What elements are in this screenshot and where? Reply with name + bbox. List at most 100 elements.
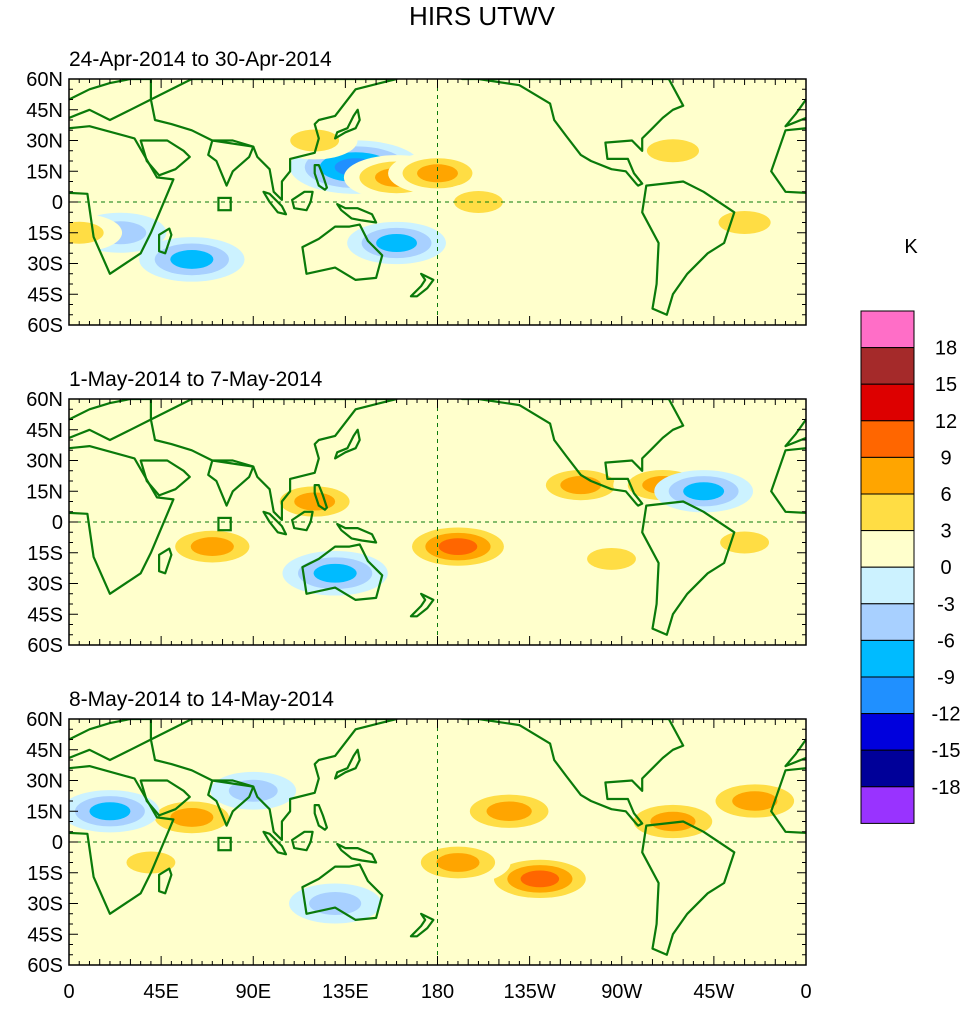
contour-level [190,537,234,557]
colorbar-tick-label: -15 [932,740,961,762]
coastlines [69,399,806,636]
y-tick-label: 15N [26,801,63,823]
anomaly-feature [388,152,487,195]
colorbar-box [860,676,915,715]
contour-level [587,547,636,570]
anomaly-feature [282,550,388,596]
panel-title: 8-May-2014 to 14-May-2014 [69,688,334,711]
y-tick-label: 60S [27,315,63,337]
colorbar: 18 15 12 9 6 3 0 -3 -6 -9 -12 -15 -18 K [860,236,961,824]
contour-level [718,210,771,235]
colorbar-box [860,603,915,641]
anomaly-feature [698,202,791,243]
coastlines [69,719,806,956]
x-tick-label: 0 [800,981,811,1003]
se-asia-outline [149,719,398,842]
anomaly-feature [480,854,600,904]
colorbar-tick-label: 6 [940,484,951,506]
colorbar-box [860,786,915,824]
anomaly-feature [69,790,160,833]
north-america-outline [461,399,685,507]
australia-outline [301,543,384,602]
madagascar-outline [158,547,173,575]
y-tick-label: 45N [26,100,63,122]
anomaly-feature [701,523,788,562]
africa-outline [69,125,175,275]
contour-level [294,492,336,511]
africa-outline [69,445,175,595]
x-tick-label: 135W [504,981,556,1003]
anomaly-feature [568,540,655,578]
map-panel-2: 60N 45N 30N 15N 0 15S 30S 45S 60S 1-May-2014 to 7… [26,368,807,657]
x-tick-label: 135E [322,981,369,1003]
colorbar-tick-label: -6 [937,630,955,652]
africa-outline [69,764,175,915]
anomaly-feature [405,840,511,885]
y-tick-label: 30N [26,131,63,153]
map-panel-3: 60N 45N 30N 15N 0 15S 30S 45S 60S 8-May-2014 to 1… [26,688,807,977]
arabia-outline [139,459,191,497]
map-panel-1: 60N 45N 30N 15N 0 15S 30S 45S 60S 24-Apr-2014 to … [26,48,807,337]
anomaly-feature [108,843,194,882]
japan-outline [334,748,361,780]
contour-level [309,891,362,916]
anomaly-feature [626,130,720,171]
colorbar-tick-label: 18 [935,338,957,360]
africa-outline-wrap [770,127,806,194]
contour-level [486,801,532,822]
colorbar-box [860,347,915,385]
africa-outline-wrap [770,767,806,834]
y-tick-label: 30S [27,894,63,916]
y-tick-label: 15S [27,863,63,885]
colorbar-tick-label: 9 [940,447,951,469]
contour-level [170,807,214,827]
japan-outline [334,428,361,460]
colorbar-tick-label: -9 [937,667,955,689]
colorbar-tick-label: 3 [940,521,951,543]
africa-outline-wrap [770,447,806,514]
x-tick-label: 180 [421,981,454,1003]
se-asia-outline [149,79,398,201]
y-tick-label: 15S [27,543,63,565]
anomaly-feature [265,480,365,523]
colorbar-units-label: K [904,236,918,258]
colorbar-box [860,713,915,751]
new-guinea-outline [336,203,378,224]
anomaly-feature [139,237,245,282]
contour-level [170,249,214,269]
anomaly-feature [159,524,265,569]
contour-level [436,853,480,872]
north-america-outline [461,79,685,187]
y-tick-label: 45S [27,284,63,306]
colorbar-tick-label: 0 [940,557,951,579]
panel-title: 24-Apr-2014 to 30-Apr-2014 [69,48,332,71]
x-tick-label: 90W [601,981,642,1003]
contour-level [417,164,458,183]
y-tick-label: 60N [26,709,63,731]
contour-level [683,482,725,501]
y-tick-label: 15S [27,223,63,245]
philippines-outline [313,803,328,831]
contour-level [520,870,560,888]
contour-level [650,811,696,832]
colorbar-box [860,749,915,788]
y-tick-label: 60N [26,389,63,411]
anomaly-feature [347,221,446,265]
colorbar-box [860,530,915,568]
madagascar-outline [158,867,173,895]
contour-level [732,791,778,811]
colorbar-tick-label: -18 [932,777,961,799]
nz-outline [409,272,435,298]
colorbar-box [860,420,915,458]
x-tick-label: 45W [693,981,734,1003]
y-tick-label: 15N [26,161,63,183]
australia-outline [301,223,384,281]
contour-level [126,851,176,874]
colorbar-tick-label: -3 [937,594,955,616]
map-panels: 60N 45N 30N 15N 0 15S 30S 45S 60S 24-Apr-2014 to … [26,48,807,977]
y-tick-label: 45S [27,604,63,626]
contour-level [560,476,602,495]
colorbar-box [860,310,915,349]
y-tick-label: 60S [27,955,63,977]
north-america-outline [461,719,685,827]
